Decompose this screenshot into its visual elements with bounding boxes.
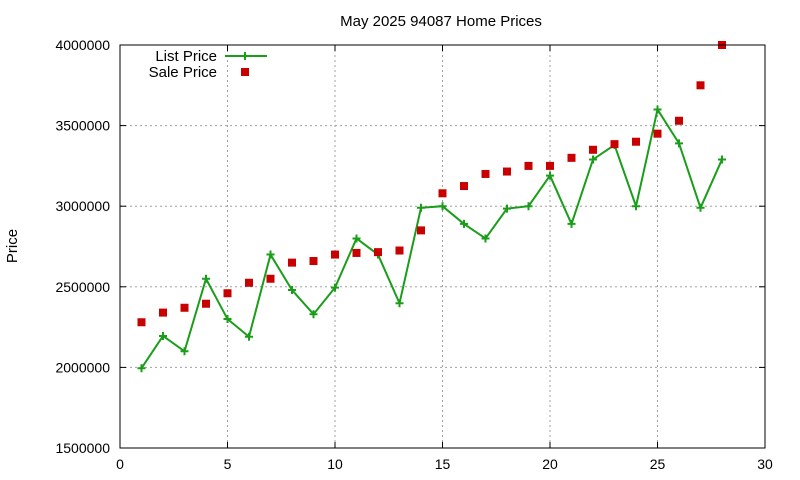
sale-price-point	[610, 140, 619, 149]
list-price-point	[675, 139, 683, 148]
sale-price-point	[288, 258, 296, 267]
x-tick-label: 30	[757, 456, 773, 472]
sale-price-point	[309, 257, 318, 266]
plot-frame	[119, 44, 766, 449]
legend-label: Sale Price	[149, 64, 217, 81]
sale-price-point	[137, 318, 146, 327]
list-price-point	[159, 331, 167, 340]
axes: 0 5 10 15 20 25 30 1500000 2000000 2500000 3000000…	[55, 37, 773, 472]
series-sale-price	[137, 41, 726, 327]
sale-price-point	[180, 303, 189, 312]
sale-price-point	[266, 274, 275, 283]
y-tick-label: 2500000	[55, 279, 110, 295]
list-price-point	[245, 332, 253, 341]
sale-price-point	[589, 145, 597, 154]
list-price-point	[718, 155, 726, 164]
x-tick-label: 5	[224, 456, 232, 472]
legend-label: List Price	[155, 48, 217, 65]
sale-price-point	[395, 246, 404, 255]
x-tick-label: 20	[542, 456, 558, 472]
sale-price-point	[245, 278, 253, 287]
y-tick-label: 1500000	[55, 440, 110, 456]
chart-title: May 2025 94087 Home Prices	[340, 13, 542, 30]
sale-price-point	[653, 129, 662, 138]
sale-price-point	[374, 248, 382, 257]
x-tick-label: 15	[435, 456, 451, 472]
list-price-point	[653, 105, 662, 114]
list-price-point	[180, 347, 189, 356]
sale-price-point	[202, 299, 210, 308]
sale-price-point	[331, 250, 339, 259]
sale-price-point	[503, 167, 511, 176]
list-price-point	[589, 155, 597, 164]
y-tick-label: 2000000	[55, 359, 110, 375]
list-price-line	[140, 106, 723, 369]
list-price-point	[395, 299, 404, 308]
list-price-point	[438, 202, 447, 211]
sale-price-point	[675, 116, 683, 125]
plot-series	[137, 41, 726, 373]
list-price-point	[309, 310, 318, 319]
list-price-point	[460, 219, 468, 228]
list-price-point	[288, 286, 296, 295]
list-price-point	[137, 364, 146, 373]
list-price-point	[266, 250, 275, 259]
legend-swatch-marker	[241, 52, 249, 60]
y-tick-label: 4000000	[55, 37, 110, 53]
y-tick-label: 3500000	[55, 118, 110, 134]
x-tick-label: 0	[116, 456, 124, 472]
list-price-point	[503, 204, 511, 213]
sale-price-point	[524, 161, 533, 170]
list-price-point	[223, 315, 232, 324]
sale-price-point	[417, 226, 425, 235]
y-tick-label: 3000000	[55, 198, 110, 214]
list-price-point	[546, 171, 554, 180]
sale-price-point	[546, 161, 554, 170]
x-tick-label: 25	[650, 456, 666, 472]
sale-price-point	[567, 153, 576, 162]
grid	[120, 45, 765, 448]
sale-price-point	[223, 289, 232, 298]
list-price-point	[632, 202, 640, 211]
list-price-point	[524, 202, 533, 211]
legend-swatch-marker	[241, 68, 249, 76]
list-price-point	[202, 274, 210, 283]
sale-price-point	[481, 169, 490, 178]
sale-price-point	[696, 81, 705, 90]
list-price-point	[696, 203, 705, 212]
sale-price-point	[438, 189, 447, 198]
list-price-point	[417, 203, 425, 212]
sale-price-point	[159, 308, 167, 317]
x-tick-label: 10	[327, 456, 343, 472]
y-axis-title: Price	[4, 229, 21, 263]
sale-price-point	[632, 137, 640, 146]
sale-price-point	[352, 248, 361, 257]
sale-price-point	[460, 182, 468, 191]
list-price-point	[481, 234, 490, 243]
list-price-point	[567, 219, 576, 228]
list-price-point	[331, 283, 339, 292]
list-price-point	[352, 234, 361, 243]
